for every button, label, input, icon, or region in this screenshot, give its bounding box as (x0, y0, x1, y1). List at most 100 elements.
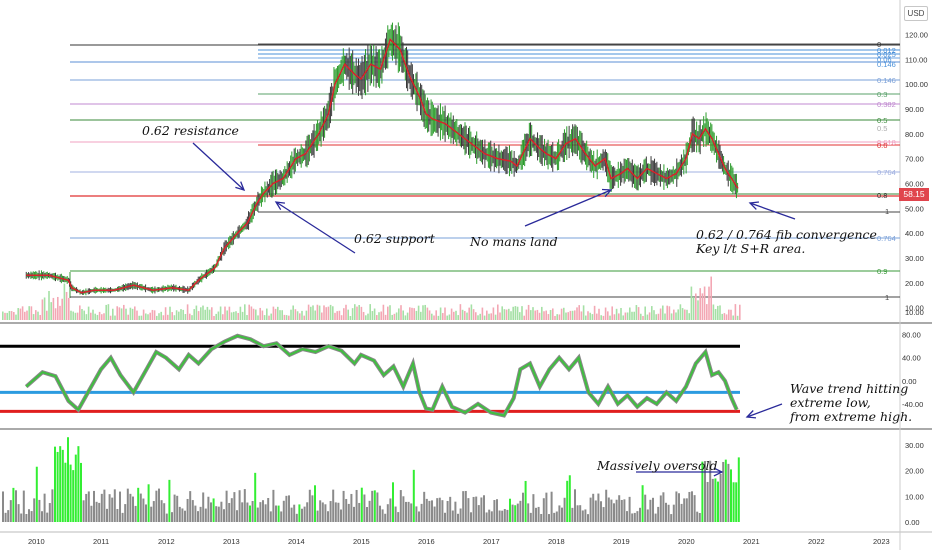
histogram-bar (662, 492, 665, 522)
volume-bar (490, 313, 492, 320)
svg-text:0.764: 0.764 (877, 168, 896, 177)
volume-bar (277, 306, 279, 320)
volume-bar (246, 315, 248, 320)
volume-bar (167, 314, 169, 320)
volume-bar (239, 306, 242, 320)
histogram-bar (589, 497, 592, 522)
histogram-bar (620, 499, 623, 522)
histogram-bar (111, 497, 114, 522)
volume-bar (96, 314, 99, 320)
histogram-bar (223, 509, 225, 522)
histogram-bar (337, 502, 340, 522)
histogram-bar (451, 510, 454, 522)
wave-line (25, 334, 738, 417)
volume-bar (233, 311, 235, 320)
volume-bar (552, 308, 554, 320)
histogram-bar (87, 491, 90, 522)
annotation-no-mans-land: No mans land (470, 234, 558, 249)
y-tick-label: 10.00 (905, 308, 924, 317)
fib-labels: 0 0.012 0.025 0.06 0.146 0.146 0.3 0.382… (877, 40, 896, 302)
y-tick-label: 80.00 (905, 130, 924, 139)
volume-bar (193, 309, 195, 320)
volume-bar (21, 306, 24, 320)
volume-bar (695, 293, 697, 320)
volume-bar (446, 315, 448, 320)
histogram-bar (503, 509, 506, 522)
volume-bar (545, 310, 547, 320)
annotation-arrowhead (745, 410, 757, 419)
volume-bar (662, 305, 664, 320)
histogram-bar (623, 499, 626, 522)
volume-bar (607, 311, 609, 320)
volume-bar (622, 315, 624, 320)
volume-bar (393, 313, 396, 320)
volume-bar (349, 315, 352, 320)
volume-bar (195, 305, 198, 320)
volume-bar (719, 305, 721, 320)
volume-bar (160, 311, 162, 320)
volume-bar (549, 309, 552, 320)
annotation-arrows (192, 142, 796, 477)
y-tick-label: 30.00 (905, 254, 924, 263)
histogram-bar (275, 505, 277, 522)
volume-bar (219, 306, 222, 320)
volume-bar (543, 311, 545, 320)
histogram-bar (644, 494, 647, 522)
histogram-bar (17, 504, 20, 522)
volume-bar (112, 308, 114, 320)
volume-bar (24, 311, 26, 320)
histogram-bar (103, 489, 106, 522)
volume-bar (120, 308, 123, 320)
histogram-bar (667, 504, 670, 522)
histogram-bar (35, 466, 38, 522)
histogram-bar (563, 497, 566, 522)
volume-bar (450, 308, 453, 320)
volume-bar (409, 307, 411, 320)
x-tick-label: 2016 (418, 537, 435, 546)
volume-bar (666, 305, 668, 320)
histogram-bar (688, 491, 691, 522)
y-tick-label: 70.00 (905, 155, 924, 164)
volume-bar (734, 304, 737, 320)
histogram-bar (457, 513, 459, 522)
histogram-bar (145, 504, 147, 522)
histogram-bar (628, 496, 631, 522)
volume-bar (690, 286, 693, 320)
volume-bar (591, 314, 594, 320)
histogram-bar (509, 498, 511, 522)
volume-bar (519, 312, 521, 320)
histogram-bar (581, 510, 584, 522)
currency-button[interactable]: USD (904, 6, 928, 21)
svg-text:0.06: 0.06 (877, 55, 892, 64)
volume-bar (538, 312, 541, 320)
svg-text:0.5: 0.5 (877, 116, 887, 125)
histogram-bar (9, 500, 12, 522)
histogram-bar (353, 506, 355, 522)
histogram-bar (285, 495, 288, 522)
volume-bar (318, 305, 321, 320)
volume-bar (131, 308, 134, 320)
volume-bar (30, 306, 33, 320)
histogram-bar (132, 496, 134, 522)
volume-bar (703, 286, 706, 320)
histogram-bar (269, 511, 272, 522)
histogram-bar (350, 493, 353, 522)
histogram-bar (51, 489, 54, 522)
volume-bar (367, 313, 369, 320)
histogram-bar (230, 498, 233, 522)
volume-bar (336, 311, 338, 320)
annotation-wave-line1: Wave trend hitting (790, 381, 909, 396)
histogram-bar (46, 512, 49, 522)
volume-bar (382, 304, 385, 320)
histogram-bar (176, 495, 179, 522)
y-tick-label: 20.00 (905, 279, 924, 288)
volume-bar (274, 308, 277, 320)
histogram-bar (522, 492, 524, 522)
histogram-bar (412, 469, 415, 522)
histogram-bar (516, 503, 519, 522)
volume-bar (483, 315, 486, 320)
histogram-bar (449, 496, 452, 522)
annotation-arrowhead (748, 201, 760, 210)
volume-bar (329, 304, 332, 320)
